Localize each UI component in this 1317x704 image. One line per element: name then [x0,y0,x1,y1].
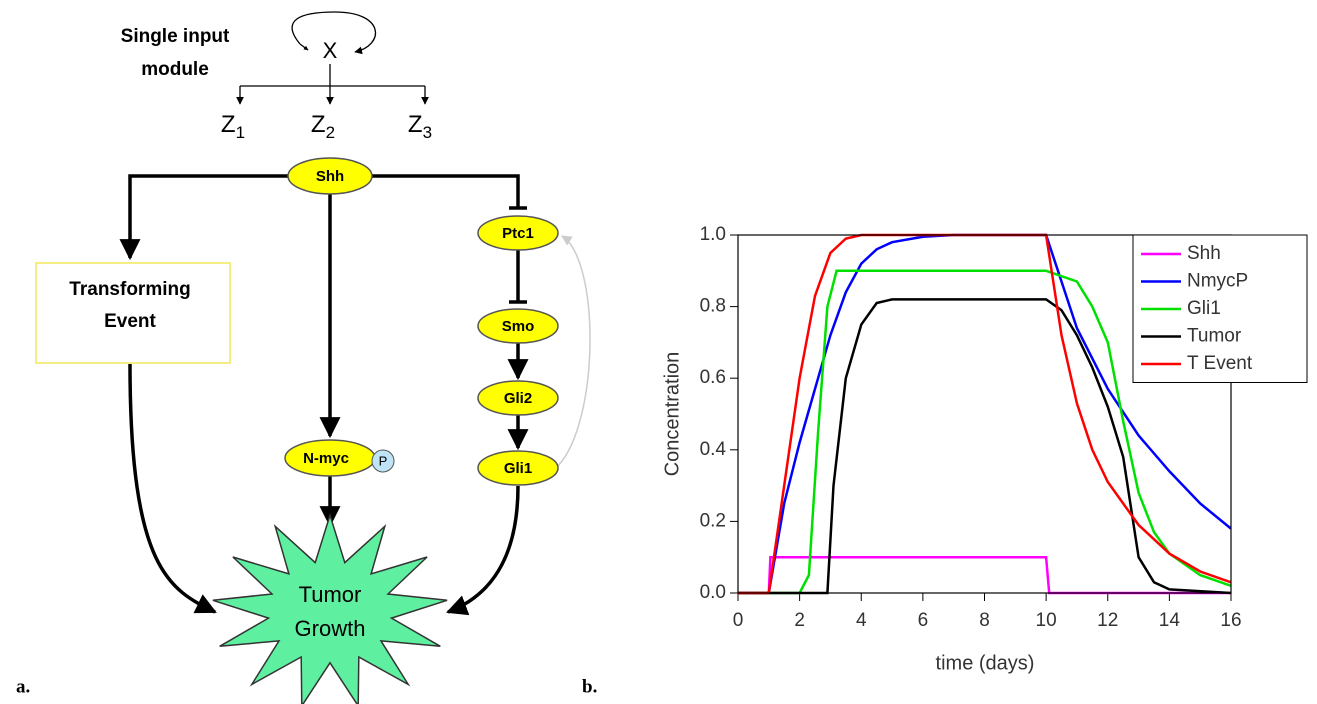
y-tick-label: 0.0 [700,582,726,603]
node-label: Gli2 [504,390,532,407]
node-label: Gli1 [504,460,532,477]
x-tick-label: 4 [856,610,867,631]
legend-label: Tumor [1187,326,1242,347]
x-tick-label: 10 [1036,610,1057,631]
tumor-label: Tumor [299,582,362,607]
legend-label: Gli1 [1187,298,1221,319]
x-tick-label: 8 [979,610,990,631]
x-tick-label: 2 [794,610,805,631]
edge [446,485,520,616]
node [477,450,559,486]
y-tick-label: 0.4 [700,439,727,460]
self-loop [291,11,377,55]
x-tick-label: 12 [1097,610,1118,631]
hub: X [323,38,338,63]
target: Z3 [408,111,432,142]
legend-label: Shh [1187,243,1221,264]
node [477,308,559,344]
module-label: Single input [121,26,230,47]
feedback [557,235,591,467]
panel-label: a. [16,676,30,697]
tumor-label: Growth [295,616,366,641]
series-line [738,298,1231,595]
node [477,215,559,251]
event-box [35,262,231,364]
legend-label: NmycP [1187,271,1248,292]
series-line [738,555,1231,595]
y-tick-label: 0.6 [700,367,726,388]
panel-label: b. [582,676,597,697]
node-label: Shh [316,168,344,185]
phospho-label: P [379,453,388,468]
x-tick-label: 6 [918,610,929,631]
node-label: N-myc [303,450,349,467]
target: Z1 [221,111,245,142]
diagram: Single input module X Z1 Z2 Z3 Shh Ptc1 … [35,11,591,704]
y-tick-label: 1.0 [700,224,726,245]
node-label: Ptc1 [502,225,534,242]
target: Z2 [311,111,335,142]
series-line [738,269,1231,595]
x-axis-label: time (days) [936,652,1035,674]
self-loop-head [299,43,309,51]
node [477,380,559,416]
y-tick-label: 0.8 [700,296,726,317]
event-label: Transforming [69,279,190,300]
node-label: Smo [502,318,535,335]
y-tick-label: 0.2 [700,510,726,531]
plot-frame [737,234,1232,594]
event-label: Event [104,311,156,332]
edge [370,174,520,208]
x-tick-label: 0 [733,610,744,631]
module-label: module [141,59,209,80]
tumor-star [212,512,448,704]
series-line [738,233,1231,595]
edge [119,174,290,261]
edge [128,363,217,614]
branch [240,64,425,87]
x-tick-label: 16 [1220,610,1241,631]
legend-label: T Event [1187,353,1253,374]
y-axis-label: Concentration [661,352,683,477]
inhibit-edge [509,250,527,304]
node [287,157,373,195]
x-tick-label: 14 [1159,610,1181,631]
phospho [371,449,395,473]
